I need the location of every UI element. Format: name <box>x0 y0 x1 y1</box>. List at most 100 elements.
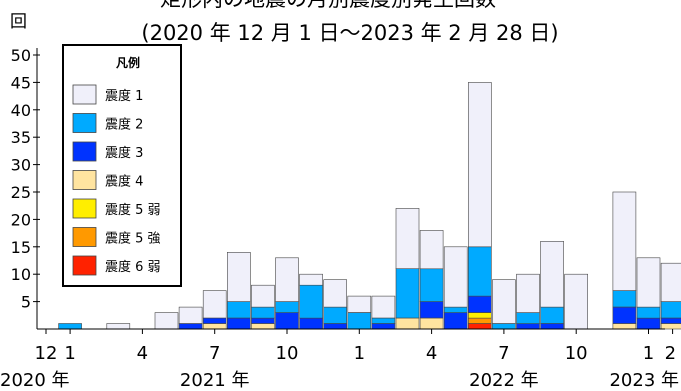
bar-segment-2021-09-s6 <box>251 284 275 308</box>
bar-segment-2022-12-s3 <box>612 323 637 330</box>
year-label-0: 2020 年 <box>0 370 70 391</box>
legend-swatch-6 <box>72 255 97 276</box>
bar-segment-2023-01-s5 <box>636 306 661 319</box>
bar-segment-2021-12-s6 <box>323 279 348 308</box>
bar-segment-2022-04-s5 <box>419 268 444 302</box>
bar-segment-2023-01-s6 <box>636 257 661 308</box>
legend-box <box>62 44 182 287</box>
y-tick-label-15: 15 <box>11 238 31 257</box>
bar-segment-2021-11-s6 <box>299 273 323 286</box>
x-tick-label-4: 4 <box>137 343 148 364</box>
y-tick-label-30: 30 <box>11 156 31 175</box>
bar-segment-2022-06-s5 <box>467 246 492 297</box>
bar-segment-2021-12-s4 <box>323 323 348 330</box>
bar-segment-2021-06-s4 <box>178 323 203 330</box>
bar-segment-2022-03-s6 <box>395 208 420 269</box>
y-tick-label-5: 5 <box>21 293 31 312</box>
bar-segment-2022-09-s5 <box>540 306 564 324</box>
bar-segment-2022-07-s6 <box>492 279 516 324</box>
bar-segment-2023-02-s5 <box>660 301 681 319</box>
bar-segment-2021-12-s5 <box>323 306 348 324</box>
bar-segment-2022-02-s4 <box>371 323 396 330</box>
legend-label-1: 震度 2 <box>105 117 143 133</box>
bar-segment-2021-09-s5 <box>251 306 275 319</box>
bar-segment-2022-12-s5 <box>612 290 637 308</box>
bar-segment-2022-10-s6 <box>564 273 589 330</box>
bar-segment-2022-05-s4 <box>443 312 468 330</box>
bar-segment-2021-03-s6 <box>106 323 131 330</box>
legend-label-3: 震度 4 <box>105 174 143 190</box>
bar-segment-2022-08-s6 <box>516 273 540 313</box>
legend-swatch-1 <box>72 113 97 133</box>
bar-segment-2021-10-s4 <box>275 312 299 330</box>
bar-segment-2022-04-s6 <box>419 230 444 270</box>
bar-segment-2021-07-s3 <box>202 323 227 330</box>
bar-segment-2022-04-s3 <box>419 317 444 330</box>
bar-segment-2021-08-s6 <box>227 252 251 302</box>
bar-segment-2023-02-s3 <box>660 323 681 330</box>
bar-segment-2022-06-s1 <box>467 317 492 324</box>
bar-segment-2022-01-s5 <box>347 312 372 330</box>
x-tick-label-16: 4 <box>426 343 437 364</box>
bar-segment-2022-06-s2 <box>467 312 492 319</box>
legend-label-6: 震度 6 弱 <box>105 259 161 275</box>
bar-segment-2022-08-s5 <box>516 312 540 324</box>
x-tick-label-10: 10 <box>276 343 299 364</box>
x-tick-label-13: 1 <box>354 343 365 364</box>
bar-segment-2022-05-s6 <box>443 246 468 308</box>
legend-swatch-0 <box>72 84 97 105</box>
bar-segment-2023-01-s4 <box>636 317 661 330</box>
x-tick-label-0: 12 <box>35 343 58 364</box>
bar-segment-2022-07-s5 <box>492 323 516 330</box>
bar-segment-2022-06-s6 <box>467 82 492 248</box>
ticks-layer: 5 10 15 20 25 30 35 40 45 50 12 1 4 7 10 1 4 7 10 1 2 月 2020 … <box>0 46 681 391</box>
legend-label-5: 震度 5 強 <box>105 231 161 247</box>
bar-segment-2021-10-s6 <box>275 257 299 302</box>
y-tick-label-20: 20 <box>11 210 31 229</box>
bar-segment-2022-08-s4 <box>516 323 540 330</box>
y-tick-label-35: 35 <box>11 128 31 147</box>
bar-segment-2022-09-s4 <box>540 323 564 330</box>
y-tick-label-10: 10 <box>11 265 31 284</box>
bar-segment-2022-02-s6 <box>371 295 396 319</box>
legend-swatch-2 <box>72 141 97 162</box>
x-tick-label-7: 7 <box>209 343 220 364</box>
y-axis-unit-label: 回 <box>10 12 27 32</box>
axes-layer <box>36 48 665 330</box>
y-tick-label-50: 50 <box>11 46 31 65</box>
y-tick-label-45: 45 <box>11 73 31 92</box>
bar-segment-2022-06-s0 <box>467 323 492 330</box>
bar-segment-2021-01-s5 <box>58 323 82 330</box>
y-tick-label-25: 25 <box>11 183 31 202</box>
bar-segment-2021-08-s4 <box>227 317 251 330</box>
x-tick-label-1: 1 <box>64 343 75 364</box>
bar-segment-2022-09-s6 <box>540 241 564 308</box>
bar-segment-2021-07-s4 <box>202 317 227 324</box>
bar-segment-2022-12-s4 <box>612 306 637 324</box>
x-tick-label-22: 10 <box>565 343 588 364</box>
bar-segment-2021-07-s6 <box>202 290 227 319</box>
year-label-26: 2023 年 <box>609 370 679 391</box>
bar-segment-2022-03-s3 <box>395 317 420 330</box>
bar-segment-2021-10-s5 <box>275 301 299 313</box>
bar-segment-2022-04-s4 <box>419 301 444 319</box>
legend-swatch-5 <box>72 227 97 247</box>
bar-segment-2022-12-s6 <box>612 191 637 291</box>
bars-layer <box>58 82 681 330</box>
bar-segment-2023-02-s4 <box>660 317 681 324</box>
legend-label-4: 震度 5 弱 <box>105 202 161 218</box>
bar-segment-2022-06-s4 <box>467 295 492 313</box>
bar-segment-2021-09-s4 <box>251 317 275 324</box>
bar-segment-2022-03-s5 <box>395 268 420 319</box>
year-label-7: 2021 年 <box>180 370 250 391</box>
bar-segment-2021-11-s5 <box>299 284 323 319</box>
bar-segment-2021-05-s6 <box>154 312 179 330</box>
legend-label-2: 震度 3 <box>105 145 143 161</box>
x-tick-label-25: 1 <box>643 343 654 364</box>
chart-title-line1: 矩形内の地震の月別震度別発生回数 <box>160 0 496 11</box>
chart-title-line2: (2020 年 12 月 1 日～2023 年 2 月 28 日) <box>141 21 558 45</box>
bar-segment-2022-05-s5 <box>443 306 468 313</box>
